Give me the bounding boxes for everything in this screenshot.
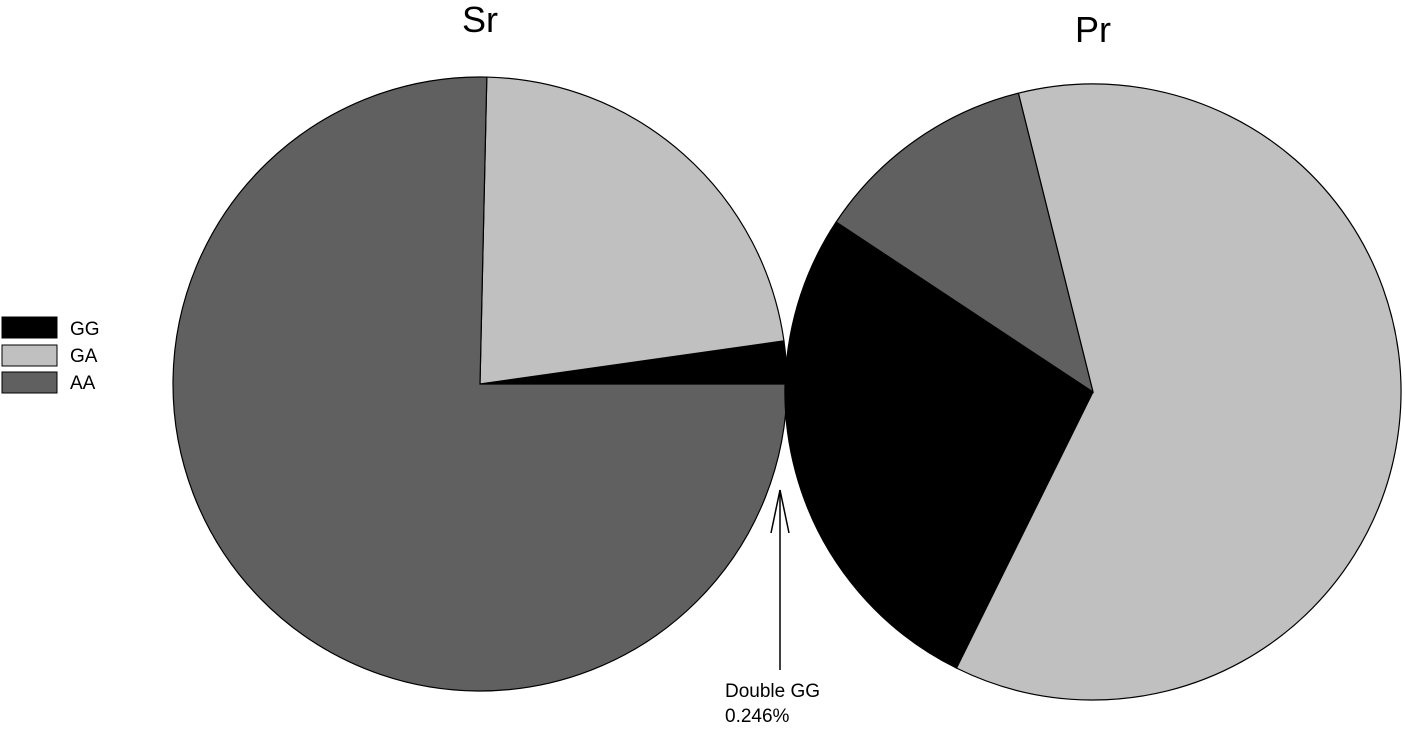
pie-pr-slice-aa	[835, 92, 1094, 394]
pie-pr-slice-ga	[955, 83, 1402, 701]
pie-sr-title: Sr	[462, 0, 498, 40]
pie-pr-title: Pr	[1075, 9, 1111, 50]
pie-sr	[172, 76, 788, 692]
legend-swatch-aa	[1, 371, 58, 394]
double-gg-annotation: Double GG 0.246%	[725, 489, 820, 727]
legend-label-aa: AA	[70, 373, 96, 394]
pie-pr-slice-gg	[784, 221, 1094, 669]
legend: GG GA AA	[1, 316, 100, 394]
legend-swatch-ga	[1, 344, 58, 367]
legend-label-gg: GG	[70, 319, 100, 340]
annotation-arrow-head	[770, 489, 790, 534]
annotation-line2: 0.246%	[725, 706, 790, 727]
pie-sr-slice-ga	[479, 76, 785, 385]
annotation-line1: Double GG	[725, 681, 820, 702]
pie-sr-slice-aa	[172, 76, 788, 692]
legend-label-ga: GA	[70, 346, 98, 367]
pie-pr	[784, 83, 1402, 701]
legend-swatch-gg	[1, 316, 58, 339]
